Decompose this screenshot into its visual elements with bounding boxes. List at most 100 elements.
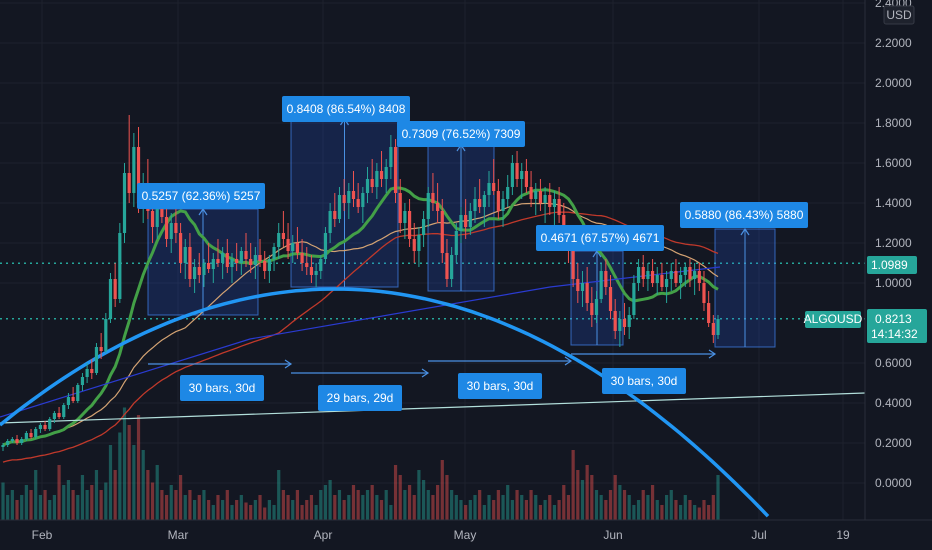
candle-body <box>216 259 220 263</box>
volume-bar <box>450 490 454 520</box>
candle-body <box>1 445 5 447</box>
volume-bar <box>407 485 412 520</box>
level-price-value: 1.0989 <box>871 258 908 272</box>
volume-bar <box>365 490 370 520</box>
candle-body <box>29 433 33 437</box>
volume-bar <box>697 507 701 520</box>
volume-bar <box>174 490 178 520</box>
candle-body <box>492 183 496 191</box>
volume-bar <box>693 505 697 520</box>
volume-bar <box>141 450 145 520</box>
candle-body <box>235 259 239 263</box>
candle-body <box>202 263 206 275</box>
candle-body <box>510 163 514 187</box>
candle-body <box>590 303 594 315</box>
candle-body <box>548 195 552 207</box>
volume-bar <box>506 485 510 520</box>
price-tick-label: 1.2000 <box>875 236 912 250</box>
candle-body <box>225 253 229 267</box>
candle-body <box>660 275 664 287</box>
candle-body <box>693 271 697 279</box>
candle-body <box>174 223 178 233</box>
bar-count-label: 30 bars, 30d <box>467 379 534 393</box>
volume-bar <box>417 470 421 520</box>
volume-bar <box>711 495 715 520</box>
volume-bar <box>548 495 552 520</box>
volume-bar <box>48 500 52 520</box>
volume-bar <box>403 490 407 520</box>
volume-bar <box>38 495 42 520</box>
candle-body <box>501 199 505 211</box>
volume-bar <box>230 505 234 520</box>
volume-bar <box>496 490 500 520</box>
candle-body <box>24 433 28 439</box>
time-axis[interactable]: Feb Mar Apr May Jun Jul 19 <box>0 519 932 542</box>
candle-body <box>267 259 271 271</box>
volume-bar <box>478 490 482 520</box>
candle-body <box>520 171 524 179</box>
bar-count-arrow-head <box>284 359 293 369</box>
candle-body <box>697 271 701 283</box>
candle-body <box>515 163 519 179</box>
volume-bar <box>164 495 169 520</box>
candle-body <box>716 319 720 335</box>
volume-bar <box>576 470 580 520</box>
candle-body <box>375 171 379 187</box>
range-label-text: 0.5257 (62.36%) 5257 <box>142 189 261 203</box>
candle-body <box>636 267 641 283</box>
candle-body <box>347 191 351 203</box>
candle-body <box>674 271 678 283</box>
price-tick-label: 2.0000 <box>875 76 912 90</box>
candle-body <box>384 167 388 179</box>
volume-bar <box>118 432 122 520</box>
candle-body <box>431 193 435 203</box>
candle-body <box>38 425 42 429</box>
candle-body <box>702 283 706 303</box>
last-price-value: 0.8213 <box>875 312 912 326</box>
candle-body <box>62 405 66 417</box>
volume-bar <box>1 482 5 520</box>
ma-slow-line <box>2 211 719 463</box>
volume-bar <box>62 485 66 520</box>
currency-badge[interactable]: USD <box>883 5 915 25</box>
candle-body <box>57 413 61 417</box>
candle-body <box>403 211 407 223</box>
candle-body <box>295 243 300 253</box>
candle-body <box>613 311 617 331</box>
volume-bar <box>34 470 38 520</box>
volume-bar <box>440 460 444 520</box>
range-label-box <box>397 121 525 147</box>
volume-bar <box>356 490 360 520</box>
volume-bar <box>487 495 491 520</box>
price-tick-label: 1.8000 <box>875 116 912 130</box>
candle-body <box>10 439 14 441</box>
candle-body <box>506 187 510 199</box>
candle-body <box>454 231 458 255</box>
annotation-labels: 0.5257 (62.36%) 5257 0.8408 (86.54%) 8408… <box>137 96 808 411</box>
volume-bar <box>305 500 309 520</box>
volume-bar <box>267 500 271 520</box>
bar-count-label-box <box>180 375 264 401</box>
volume-bar <box>613 475 617 520</box>
volume-bar <box>389 505 393 520</box>
volume-bar <box>520 495 524 520</box>
candle-body <box>305 263 309 267</box>
price-tick-label: 1.6000 <box>875 156 912 170</box>
candle-body <box>281 233 285 239</box>
candle-body <box>707 303 711 323</box>
candle-body <box>52 413 57 419</box>
volume-bar <box>90 485 94 520</box>
candle-body <box>43 425 47 429</box>
level-price-tag: 1.0989 <box>867 256 917 274</box>
candle-body <box>333 211 337 219</box>
candle-body <box>627 315 631 327</box>
price-axis[interactable]: 2.4000 2.2000 2.0000 1.8000 1.6000 1.4000 1.20… <box>864 0 932 550</box>
volume-bar <box>468 500 472 520</box>
candle-body <box>407 211 412 239</box>
range-label-box <box>137 183 265 209</box>
volume-bar <box>258 495 262 520</box>
volume-bar <box>566 495 571 520</box>
volume-bar <box>529 490 533 520</box>
